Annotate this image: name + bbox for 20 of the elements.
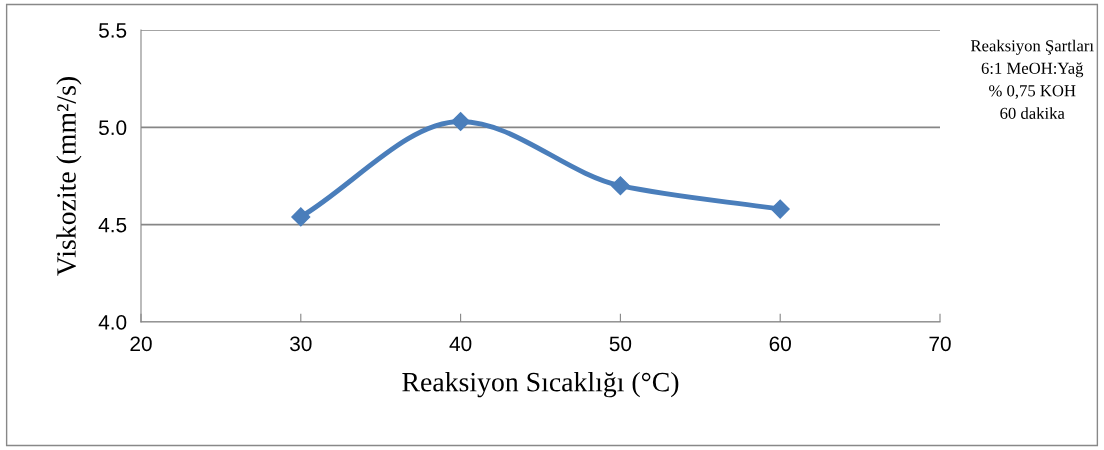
x-tick-label: 50: [609, 336, 632, 352]
point: [451, 111, 471, 132]
y-tick-label: 4.5: [98, 217, 127, 233]
text: % 0,75 KOH: [989, 85, 1076, 99]
y-tick-label: 4.0: [98, 315, 127, 330]
y-tick-label: 5.0: [98, 120, 127, 136]
point: [770, 199, 790, 219]
point: [291, 207, 311, 227]
x-tick-label: 60: [769, 336, 791, 352]
text: 60 dakika: [1000, 107, 1065, 119]
point: [610, 176, 630, 196]
x-axis-title: Reaksiyon Sıcaklığı (°C): [402, 371, 679, 398]
x-tick-label: 20: [130, 336, 152, 352]
text: Reaksiyon Şartları: [970, 39, 1094, 55]
x-tick-label: 70: [929, 336, 951, 352]
y-axis-title: Viskozite (mm²/s): [56, 77, 82, 276]
y-tick-label: 5.5: [98, 23, 127, 38]
x-tick-label: 40: [449, 336, 472, 352]
text: 6:1 MeOH:Yağ: [981, 62, 1084, 78]
x-tick-label: 30: [290, 336, 312, 352]
